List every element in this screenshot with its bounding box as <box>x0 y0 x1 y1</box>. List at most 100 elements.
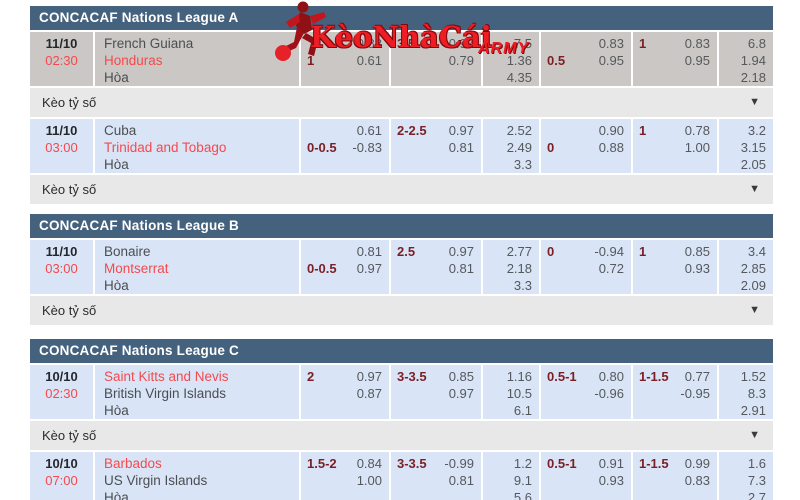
odds-value[interactable]: 3.2 <box>747 123 766 138</box>
odds-value[interactable]: 6.1 <box>513 403 532 418</box>
odds-value[interactable]: -0.95 <box>680 386 710 401</box>
odds-value[interactable]: 0.97 <box>448 123 474 138</box>
home-team: Barbados <box>104 456 162 471</box>
goal-line-label: 3-3.5 <box>397 456 427 471</box>
odds-value[interactable]: 0.81 <box>448 473 474 488</box>
odds-value[interactable]: 0.90 <box>598 123 624 138</box>
score-odds-label: Kèo tỷ số <box>42 303 97 318</box>
odds-value[interactable]: 8.3 <box>747 386 766 401</box>
odds-value[interactable]: -0.96 <box>594 386 624 401</box>
chevron-down-icon[interactable]: ▼ <box>749 183 760 195</box>
odds-value[interactable]: 0.79 <box>448 53 474 68</box>
chevron-down-icon[interactable]: ▼ <box>749 96 760 108</box>
odds-value[interactable]: 0.97 <box>356 261 382 276</box>
odds-value[interactable]: 0.93 <box>598 473 624 488</box>
over-under-2h-cell: 1-1.5 0.99 0.83 <box>633 452 717 500</box>
over-under-cell: 3-3.5 0.85 0.97 <box>391 365 481 419</box>
odds-value[interactable]: -0.94 <box>594 244 624 259</box>
odds-value[interactable]: 0.97 <box>356 369 382 384</box>
odds-value[interactable]: 2.91 <box>740 403 766 418</box>
odds-value[interactable]: 0.81 <box>448 140 474 155</box>
odds-value[interactable]: 2.18 <box>506 261 532 276</box>
odds-value[interactable]: 0.97 <box>448 386 474 401</box>
odds-value[interactable]: 1.94 <box>740 53 766 68</box>
odds-value[interactable]: 0.87 <box>356 386 382 401</box>
odds-value[interactable]: 2.05 <box>740 157 766 172</box>
odds-value[interactable]: -0.83 <box>352 140 382 155</box>
odds-value[interactable]: 2.52 <box>506 123 532 138</box>
odds-value[interactable]: 0.80 <box>598 369 624 384</box>
score-odds-label: Kèo tỷ số <box>42 182 97 197</box>
odds-value[interactable]: 0.61 <box>356 53 382 68</box>
odds-value[interactable]: 2.85 <box>740 261 766 276</box>
odds-value[interactable]: 1.00 <box>684 140 710 155</box>
odds-value[interactable]: 0.61 <box>356 123 382 138</box>
asian-handicap-cell: 1.5-2 0.84 1.00 <box>301 452 389 500</box>
1x2-2h-cell: 6.8 1.94 2.18 <box>719 32 773 86</box>
odds-value[interactable]: 1.36 <box>506 53 532 68</box>
odds-value[interactable]: 0.83 <box>356 36 382 51</box>
score-odds-expander[interactable]: Kèo tỷ số ▼ <box>30 296 773 325</box>
handicap-label: 1.5-2 <box>307 456 337 471</box>
odds-value[interactable]: 0.88 <box>598 140 624 155</box>
odds-value[interactable]: 0.85 <box>684 244 710 259</box>
odds-value[interactable]: 0.78 <box>684 123 710 138</box>
odds-value[interactable]: 0.81 <box>356 244 382 259</box>
odds-value[interactable]: 0.83 <box>684 473 710 488</box>
odds-value[interactable]: 2.77 <box>506 244 532 259</box>
odds-value[interactable]: 0.95 <box>684 53 710 68</box>
odds-value[interactable]: 10.5 <box>506 386 532 401</box>
1x2-cell: 2.77 2.18 3.3 <box>483 240 539 294</box>
chevron-down-icon[interactable]: ▼ <box>749 304 760 316</box>
odds-value[interactable]: 3.3 <box>513 157 532 172</box>
odds-value[interactable]: 0.83 <box>598 36 624 51</box>
score-odds-expander[interactable]: Kèo tỷ số ▼ <box>30 175 773 204</box>
odds-value[interactable]: -0.99 <box>444 456 474 471</box>
odds-value[interactable]: 7.3 <box>747 473 766 488</box>
odds-value[interactable]: 1.00 <box>356 473 382 488</box>
odds-value[interactable]: 3.3 <box>513 278 532 293</box>
home-team: Cuba <box>104 123 137 138</box>
odds-value[interactable]: 5.6 <box>513 490 532 500</box>
odds-value[interactable]: 1.2 <box>513 456 532 471</box>
odds-value[interactable]: 1.52 <box>740 369 766 384</box>
odds-value[interactable]: 0.99 <box>684 456 710 471</box>
odds-value[interactable]: 3.15 <box>740 140 766 155</box>
odds-value[interactable]: 0.84 <box>356 456 382 471</box>
odds-value[interactable]: 3.4 <box>747 244 766 259</box>
goal-line-label: 3.5 <box>397 36 416 51</box>
odds-value[interactable]: 7.5 <box>513 36 532 51</box>
handicap-label: 1 <box>307 53 315 68</box>
odds-value[interactable]: 2.7 <box>747 490 766 500</box>
odds-value[interactable]: 4.35 <box>506 70 532 85</box>
odds-value[interactable]: 0.81 <box>448 261 474 276</box>
1x2-2h-cell: 3.4 2.85 2.09 <box>719 240 773 294</box>
score-odds-expander[interactable]: Kèo tỷ số ▼ <box>30 88 773 117</box>
odds-value[interactable]: 0.72 <box>598 261 624 276</box>
chevron-down-icon[interactable]: ▼ <box>749 429 760 441</box>
odds-value[interactable]: 2.49 <box>506 140 532 155</box>
goal-line-label: 1 <box>639 244 647 259</box>
score-odds-expander[interactable]: Kèo tỷ số ▼ <box>30 421 773 450</box>
odds-value[interactable]: 6.8 <box>747 36 766 51</box>
odds-value[interactable]: 0.97 <box>448 244 474 259</box>
odds-value[interactable]: 0.85 <box>448 369 474 384</box>
odds-value[interactable]: 0.91 <box>598 456 624 471</box>
odds-value[interactable]: 0.83 <box>684 36 710 51</box>
away-team: Montserrat <box>104 261 169 276</box>
match-row-saint-kitts-bvi: 10/10 02:30 Saint Kitts and Nevis Britis… <box>30 365 773 419</box>
match-date: 10/10 <box>45 456 78 471</box>
1x2-2h-cell: 1.52 8.3 2.91 <box>719 365 773 419</box>
odds-value[interactable]: 0.93 <box>684 261 710 276</box>
1x2-2h-cell: 1.6 7.3 2.7 <box>719 452 773 500</box>
odds-value[interactable]: 1.16 <box>506 369 532 384</box>
odds-value[interactable]: 0.95 <box>598 53 624 68</box>
odds-value[interactable]: 2.09 <box>740 278 766 293</box>
odds-value[interactable]: 9.1 <box>513 473 532 488</box>
odds-value[interactable]: 1.6 <box>747 456 766 471</box>
score-odds-label: Kèo tỷ số <box>42 95 97 110</box>
odds-value[interactable]: 2.18 <box>740 70 766 85</box>
odds-value[interactable]: 0.97 <box>448 36 474 51</box>
match-date: 11/10 <box>45 244 78 259</box>
odds-value[interactable]: 0.77 <box>684 369 710 384</box>
